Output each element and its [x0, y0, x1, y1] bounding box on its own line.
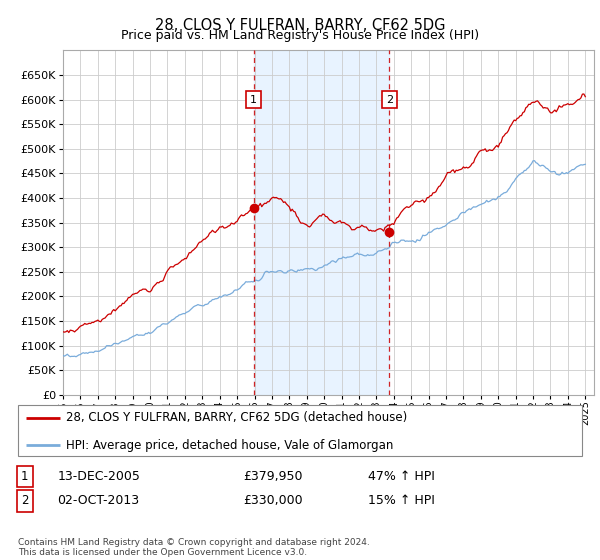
Text: 1: 1 [21, 470, 29, 483]
Text: 15% ↑ HPI: 15% ↑ HPI [368, 494, 434, 507]
Text: 28, CLOS Y FULFRAN, BARRY, CF62 5DG: 28, CLOS Y FULFRAN, BARRY, CF62 5DG [155, 18, 445, 34]
Text: 2: 2 [386, 95, 393, 105]
Text: Contains HM Land Registry data © Crown copyright and database right 2024.
This d: Contains HM Land Registry data © Crown c… [18, 538, 370, 557]
Text: £379,950: £379,950 [244, 470, 303, 483]
Text: 2: 2 [21, 494, 29, 507]
Text: £330,000: £330,000 [244, 494, 303, 507]
Text: 1: 1 [250, 95, 257, 105]
FancyBboxPatch shape [18, 405, 582, 456]
Text: 02-OCT-2013: 02-OCT-2013 [58, 494, 140, 507]
Text: 13-DEC-2005: 13-DEC-2005 [58, 470, 140, 483]
Text: 47% ↑ HPI: 47% ↑ HPI [368, 470, 434, 483]
Text: 28, CLOS Y FULFRAN, BARRY, CF62 5DG (detached house): 28, CLOS Y FULFRAN, BARRY, CF62 5DG (det… [66, 411, 407, 424]
Text: HPI: Average price, detached house, Vale of Glamorgan: HPI: Average price, detached house, Vale… [66, 438, 394, 451]
Text: Price paid vs. HM Land Registry's House Price Index (HPI): Price paid vs. HM Land Registry's House … [121, 29, 479, 42]
Bar [254, 50, 389, 395]
